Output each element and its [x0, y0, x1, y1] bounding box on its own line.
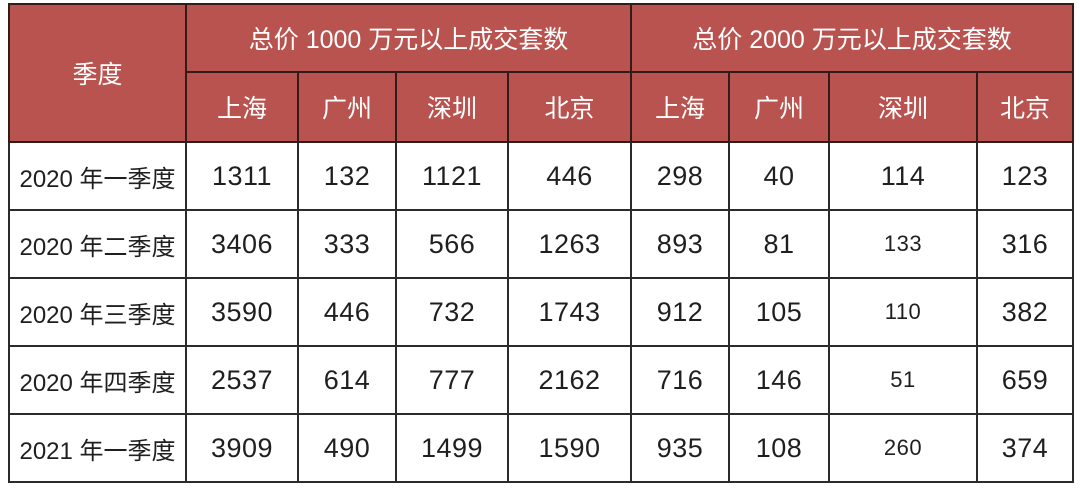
city-header-guangzhou-10m: 广州 — [297, 71, 397, 143]
value-cell: 446 — [297, 277, 397, 347]
quarter-cell: 2020 年二季度 — [8, 209, 187, 279]
value-cell: 333 — [297, 209, 397, 279]
table-row: 2020 年四季度 2537 614 777 2162 716 146 51 6… — [8, 345, 1075, 415]
group-header-over-10m: 总价 1000 万元以上成交套数 — [184, 3, 633, 73]
value-cell: 105 — [728, 277, 831, 347]
table-body: 2020 年一季度 1311 132 1121 446 298 40 114 1… — [8, 141, 1075, 483]
value-cell: 374 — [976, 413, 1075, 483]
value-cell: 1263 — [506, 209, 633, 279]
value-cell: 566 — [395, 209, 509, 279]
value-cell: 132 — [297, 141, 397, 211]
quarter-cell: 2020 年四季度 — [8, 345, 187, 415]
value-cell: 490 — [297, 413, 397, 483]
table-row: 2021 年一季度 3909 490 1499 1590 935 108 260… — [8, 413, 1075, 483]
table-header: 季度 总价 1000 万元以上成交套数 总价 2000 万元以上成交套数 上海 … — [8, 3, 1075, 143]
value-cell: 133 — [828, 209, 979, 279]
value-cell: 912 — [630, 277, 731, 347]
value-cell: 146 — [728, 345, 831, 415]
value-cell: 51 — [828, 345, 979, 415]
luxury-home-transactions-table: 季度 总价 1000 万元以上成交套数 总价 2000 万元以上成交套数 上海 … — [8, 3, 1075, 483]
value-cell: 659 — [976, 345, 1075, 415]
city-header-shanghai-20m: 上海 — [630, 71, 731, 143]
table-row: 2020 年一季度 1311 132 1121 446 298 40 114 1… — [8, 141, 1075, 211]
value-cell: 614 — [297, 345, 397, 415]
quarter-cell: 2020 年三季度 — [8, 277, 187, 347]
value-cell: 110 — [828, 277, 979, 347]
city-header-beijing-10m: 北京 — [506, 71, 633, 143]
quarter-cell: 2020 年一季度 — [8, 141, 187, 211]
value-cell: 316 — [976, 209, 1075, 279]
city-header-row: 上海 广州 深圳 北京 上海 广州 深圳 北京 — [9, 71, 1075, 143]
value-cell: 260 — [828, 413, 979, 483]
value-cell: 2162 — [506, 345, 633, 415]
value-cell: 123 — [976, 141, 1075, 211]
value-cell: 777 — [395, 345, 509, 415]
value-cell: 382 — [976, 277, 1075, 347]
value-cell: 81 — [728, 209, 831, 279]
city-header-beijing-20m: 北京 — [976, 71, 1075, 143]
value-cell: 732 — [395, 277, 509, 347]
value-cell: 3909 — [185, 413, 299, 483]
value-cell: 1743 — [506, 277, 633, 347]
value-cell: 3406 — [185, 209, 299, 279]
value-cell: 108 — [728, 413, 831, 483]
value-cell: 935 — [630, 413, 731, 483]
city-header-shenzhen-20m: 深圳 — [828, 71, 979, 143]
value-cell: 2537 — [185, 345, 299, 415]
value-cell: 298 — [630, 141, 731, 211]
value-cell: 1311 — [185, 141, 299, 211]
quarter-column-header: 季度 — [8, 3, 187, 143]
value-cell: 114 — [828, 141, 979, 211]
value-cell: 1121 — [395, 141, 509, 211]
value-cell: 3590 — [185, 277, 299, 347]
value-cell: 40 — [728, 141, 831, 211]
value-cell: 893 — [630, 209, 731, 279]
city-header-guangzhou-20m: 广州 — [728, 71, 831, 143]
table-row: 2020 年三季度 3590 446 732 1743 912 105 110 … — [8, 277, 1075, 347]
table-row: 2020 年二季度 3406 333 566 1263 893 81 133 3… — [8, 209, 1075, 279]
value-cell: 716 — [630, 345, 731, 415]
group-header-over-20m: 总价 2000 万元以上成交套数 — [630, 3, 1075, 73]
quarter-cell: 2021 年一季度 — [8, 413, 187, 483]
value-cell: 1499 — [395, 413, 509, 483]
city-header-shenzhen-10m: 深圳 — [395, 71, 509, 143]
group-header-row: 季度 总价 1000 万元以上成交套数 总价 2000 万元以上成交套数 — [8, 3, 1075, 143]
city-header-shanghai-10m: 上海 — [185, 71, 299, 143]
value-cell: 1590 — [506, 413, 633, 483]
value-cell: 446 — [506, 141, 633, 211]
